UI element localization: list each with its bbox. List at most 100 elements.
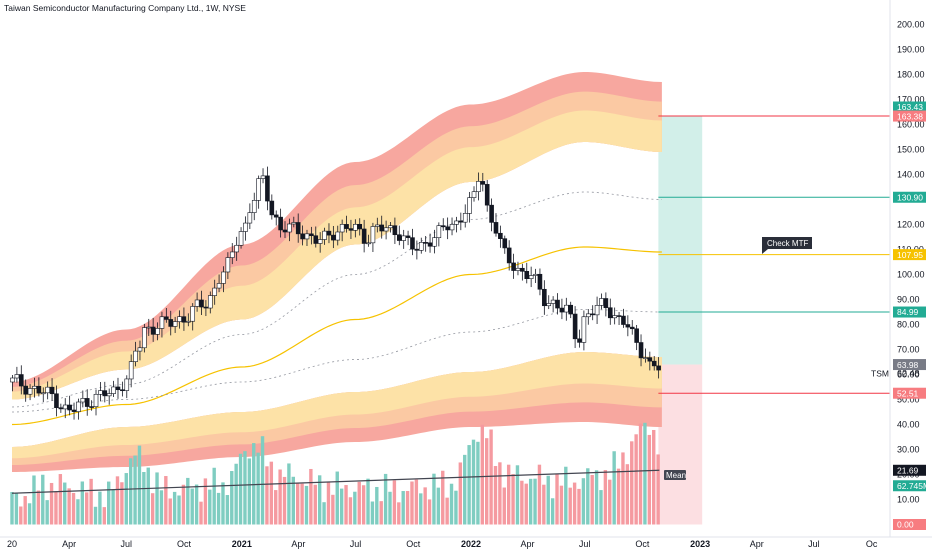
candle-body[interactable] [445,226,450,231]
candle-body[interactable] [199,299,204,308]
candle-body[interactable] [462,213,468,223]
candle-body[interactable] [489,204,494,223]
candle-body[interactable] [89,406,94,408]
candle-body[interactable] [625,324,631,328]
candle-body[interactable] [186,320,191,323]
candle-body[interactable] [124,378,130,391]
candle-body[interactable] [643,357,648,359]
candle-body[interactable] [194,299,200,307]
check-mtf-callout-shape[interactable] [762,237,812,254]
candle-body[interactable] [537,273,543,290]
candle-body[interactable] [18,374,24,387]
candle-body[interactable] [111,386,116,394]
candle-body[interactable] [234,244,239,253]
candle-body[interactable] [216,283,222,289]
candle-body[interactable] [388,225,393,229]
candle-body[interactable] [612,315,617,319]
candle-body[interactable] [177,316,182,322]
candle-body[interactable] [164,316,169,320]
candle-body[interactable] [493,222,499,234]
candle-body[interactable] [54,393,59,409]
candle-body[interactable] [454,220,459,225]
candle-body[interactable] [594,305,600,316]
candle-body[interactable] [432,237,437,247]
candle-body[interactable] [383,227,389,232]
candle-body[interactable] [142,327,147,349]
candle-body[interactable] [515,267,521,271]
candle-body[interactable] [93,393,99,407]
candle-body[interactable] [564,304,569,313]
candle-body[interactable] [168,319,174,327]
candle-body[interactable] [159,316,165,329]
candle-body[interactable] [370,226,376,244]
candle-body[interactable] [80,398,86,403]
candle-body[interactable] [225,257,231,273]
candle-body[interactable] [243,222,248,232]
candle-body[interactable] [14,374,20,379]
candle-body[interactable] [471,191,477,198]
candle-body[interactable] [62,404,68,410]
candle-body[interactable] [300,233,305,240]
candle-body[interactable] [269,200,275,216]
candle-body[interactable] [102,390,108,397]
candle-body[interactable] [418,242,424,251]
candle-body[interactable] [84,398,90,407]
candle-body[interactable] [190,306,196,322]
candle-body[interactable] [287,223,292,233]
candle-body[interactable] [634,328,639,343]
candle-body[interactable] [339,224,345,233]
candle-body[interactable] [58,407,64,410]
candle-body[interactable] [440,225,446,228]
candle-body[interactable] [133,350,138,362]
candle-body[interactable] [410,237,415,250]
candle-body[interactable] [260,175,266,179]
candle-body[interactable] [313,235,319,244]
candle-body[interactable] [106,393,112,397]
candle-body[interactable] [98,390,103,395]
candle-body[interactable] [651,360,657,367]
candle-body[interactable] [366,242,371,245]
candle-body[interactable] [396,234,402,241]
candle-body[interactable] [546,303,552,307]
candle-body[interactable] [155,328,160,335]
candle-body[interactable] [115,386,121,391]
candle-body[interactable] [621,315,626,325]
candle-body[interactable] [278,216,283,231]
candle-body[interactable] [427,242,433,247]
candle-body[interactable] [599,298,604,306]
candle-body[interactable] [506,247,512,264]
candle-body[interactable] [146,326,152,329]
candle-body[interactable] [40,392,46,395]
candle-body[interactable] [590,313,595,316]
candle-body[interactable] [10,377,15,383]
candle-body[interactable] [414,248,420,251]
candle-body[interactable] [533,273,538,276]
candle-body[interactable] [304,233,310,240]
candle-body[interactable] [295,222,301,235]
candle-body[interactable] [476,181,481,193]
candle-body[interactable] [45,386,50,394]
candle-body[interactable] [528,275,534,279]
candle-body[interactable] [361,228,367,244]
candle-body[interactable] [467,197,472,214]
candle-body[interactable] [120,389,125,392]
candle-body[interactable] [498,232,503,239]
candle-body[interactable] [331,234,336,241]
candle-body[interactable] [247,212,253,224]
candle-body[interactable] [181,316,187,323]
candle-body[interactable] [581,316,587,343]
candle-body[interactable] [221,271,226,284]
candle-body[interactable] [502,238,508,249]
candle-body[interactable] [203,306,209,309]
candle-body[interactable] [23,385,28,395]
candle-body[interactable] [326,230,332,236]
candle-body[interactable] [207,295,213,309]
candle-body[interactable] [392,225,398,236]
candle-body[interactable] [27,388,33,395]
candle-body[interactable] [251,200,257,213]
candle-body[interactable] [32,385,37,389]
candle-body[interactable] [128,361,134,380]
candle-body[interactable] [458,220,464,223]
candle-body[interactable] [71,409,77,412]
